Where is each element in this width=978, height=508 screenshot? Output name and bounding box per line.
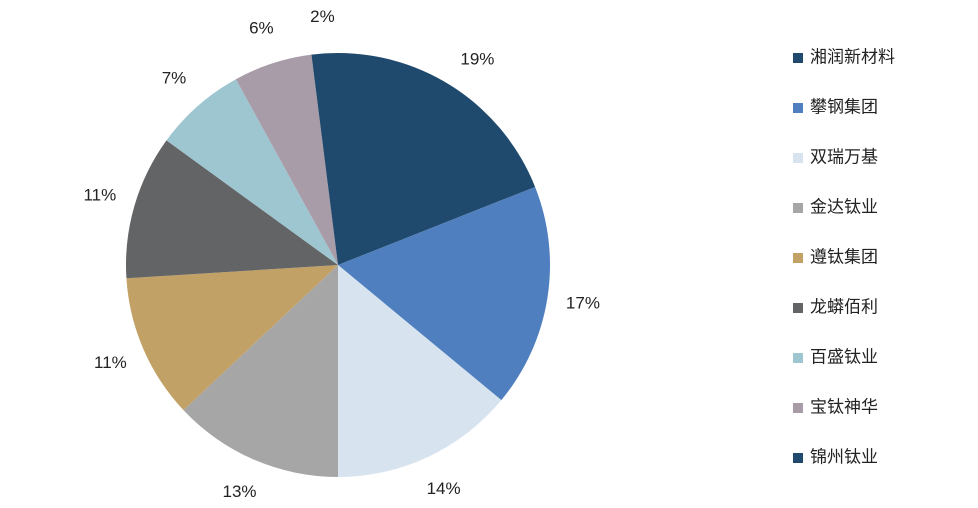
- pie-slice: [338, 265, 502, 477]
- pie-slice: [183, 265, 338, 477]
- value-label: 11%: [83, 185, 116, 204]
- legend-swatch: [793, 303, 803, 313]
- legend-swatch: [793, 403, 803, 413]
- pie-slice: [338, 53, 536, 265]
- value-label: 2%: [310, 7, 335, 26]
- value-label: 13%: [222, 482, 256, 501]
- legend-swatch: [793, 153, 803, 163]
- legend-swatch: [793, 203, 803, 213]
- pie-slice: [126, 140, 339, 279]
- legend-label: 金达钛业: [810, 197, 878, 216]
- value-label: 11%: [94, 353, 127, 372]
- legend-label: 龙蟒佰利: [810, 297, 878, 316]
- pie-slice: [338, 186, 550, 401]
- legend-label: 百盛钛业: [810, 347, 878, 366]
- value-label: 7%: [162, 68, 187, 87]
- legend-label: 攀钢集团: [810, 97, 878, 116]
- legend-label: 遵钛集团: [810, 247, 878, 266]
- value-label: 14%: [427, 479, 461, 498]
- legend-swatch: [793, 253, 803, 263]
- legend-label: 宝钛神华: [810, 397, 878, 416]
- pie-slice: [235, 54, 338, 265]
- legend-swatch: [793, 103, 803, 113]
- legend-label: 双瑞万基: [810, 147, 878, 166]
- value-label: 17%: [566, 293, 600, 312]
- pie-slice: [311, 53, 338, 265]
- value-label: 6%: [249, 19, 274, 38]
- value-label: 19%: [460, 49, 494, 68]
- legend-label: 湘润新材料: [810, 47, 895, 66]
- legend-swatch: [793, 453, 803, 463]
- pie-slice: [126, 265, 338, 411]
- legend-swatch: [793, 353, 803, 363]
- legend-label: 锦州钛业: [810, 447, 878, 466]
- legend-swatch: [793, 53, 803, 63]
- pie-slice: [166, 79, 338, 265]
